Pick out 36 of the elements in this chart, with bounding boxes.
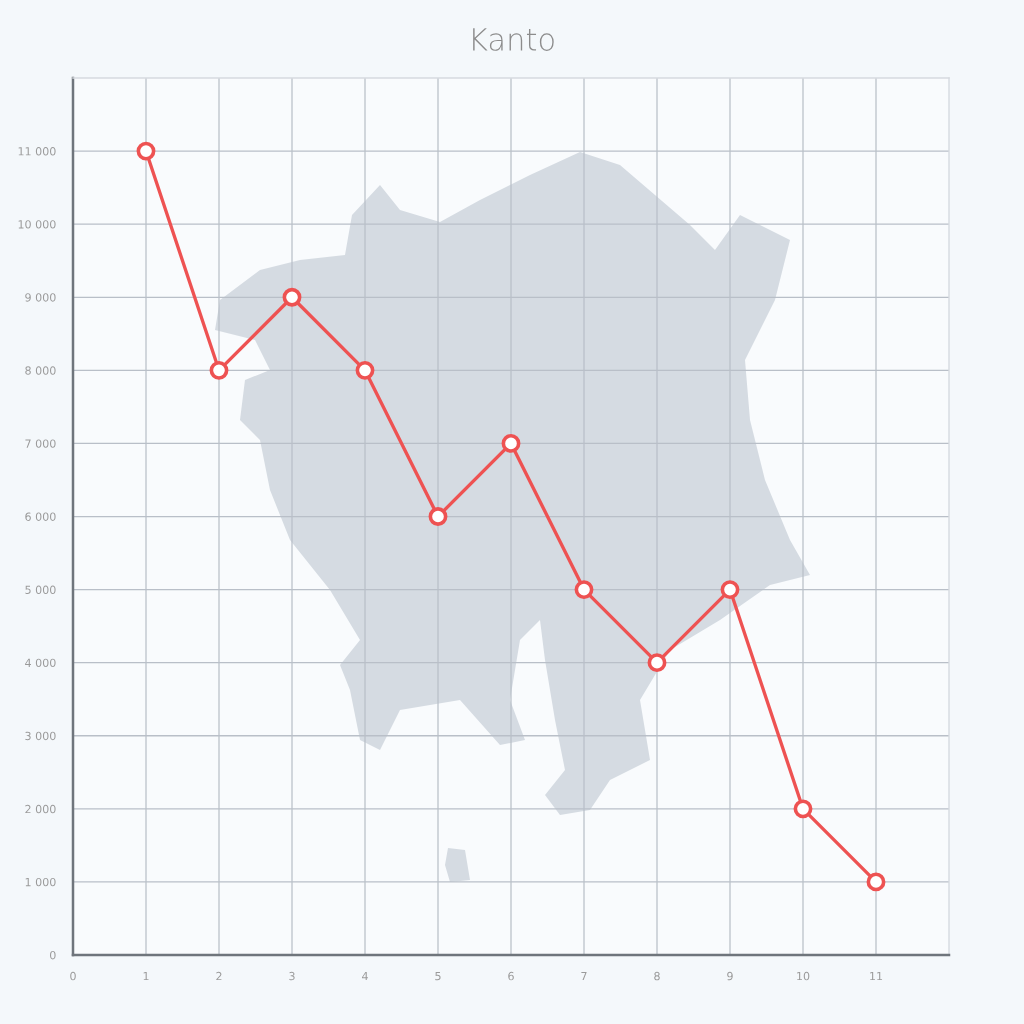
y-tick-label: 9 000 bbox=[25, 293, 56, 302]
point bbox=[647, 653, 667, 673]
point bbox=[866, 872, 886, 892]
x-tick-label: 10 bbox=[797, 971, 810, 981]
point bbox=[209, 360, 229, 380]
x-tick-label: 3 bbox=[289, 971, 295, 981]
y-tick-label: 6 000 bbox=[25, 512, 56, 521]
point bbox=[720, 580, 740, 600]
y-tick-label: 1 000 bbox=[25, 877, 56, 887]
point bbox=[501, 433, 521, 453]
y-tick-label: 10 000 bbox=[18, 220, 56, 229]
x-tick-label: 4 bbox=[362, 972, 368, 981]
x-tick-label: 11 bbox=[870, 972, 883, 981]
x-tick-label: 8 bbox=[654, 971, 660, 981]
x-tick-label: 0 bbox=[70, 971, 76, 981]
y-tick-label: 2 000 bbox=[25, 804, 56, 814]
x-tick-label: 6 bbox=[508, 971, 514, 981]
x-tick-label: 1 bbox=[143, 972, 149, 981]
x-tick-label: 7 bbox=[581, 972, 587, 981]
y-tick-label: 7 000 bbox=[25, 439, 56, 448]
point bbox=[428, 507, 448, 526]
point bbox=[355, 360, 375, 380]
y-tick-label: 11 000 bbox=[18, 147, 56, 156]
y-tick-label: 3 000 bbox=[25, 731, 56, 741]
chart-title: Kanto bbox=[473, 28, 554, 51]
point bbox=[574, 580, 594, 600]
y-tick-label: 0 bbox=[50, 950, 56, 960]
y-tick-label: 5 000 bbox=[25, 585, 56, 594]
y-tick-label: 4 000 bbox=[25, 658, 56, 668]
x-tick-label: 5 bbox=[435, 972, 441, 981]
y-tick-label: 8 000 bbox=[25, 366, 56, 375]
point bbox=[282, 287, 302, 307]
point bbox=[136, 141, 156, 161]
point bbox=[793, 799, 813, 819]
x-tick-label: 2 bbox=[216, 971, 222, 981]
x-tick-label: 9 bbox=[727, 971, 733, 981]
